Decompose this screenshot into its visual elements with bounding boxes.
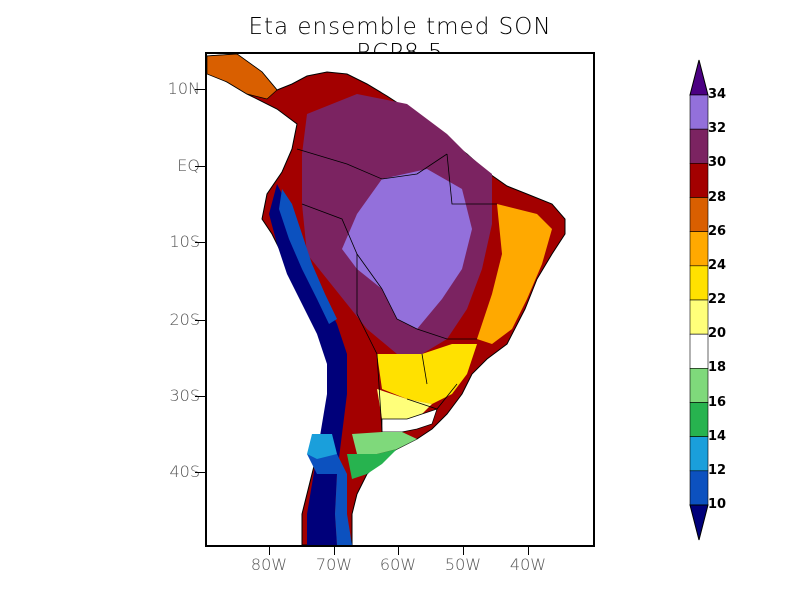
lat-label-30s: 30S (169, 386, 200, 405)
colorbar-label: 28 (708, 189, 727, 205)
lat-label-10s: 10S (169, 232, 200, 251)
lat-label-20s: 20S (169, 310, 200, 329)
lat-tick (195, 396, 205, 397)
lon-label-70w: 70W (315, 555, 353, 574)
lat-tick (195, 472, 205, 473)
colorbar-label: 12 (708, 462, 727, 478)
colorbar-bin (689, 94, 709, 130)
lon-label-40w: 40W (509, 555, 547, 574)
colorbar-over-triangle (689, 59, 709, 96)
colorbar-bin (689, 231, 709, 267)
colorbar-label: 26 (708, 223, 727, 239)
colorbar-bin (689, 436, 709, 472)
lon-tick (334, 547, 335, 555)
colorbar-label: 20 (708, 326, 727, 342)
lat-label-40s: 40S (169, 462, 200, 481)
patagonia-blue (307, 454, 352, 545)
colorbar-bin (689, 402, 709, 437)
colorbar-bin (689, 368, 709, 403)
lat-label-eq: EQ (177, 156, 200, 175)
lon-tick (398, 547, 399, 555)
central-america (207, 54, 278, 100)
region-22-24 (377, 344, 477, 404)
region-16-18 (352, 432, 417, 454)
region-24-28-ne (477, 204, 552, 344)
colorbar (689, 59, 709, 541)
colorbar-bin (689, 265, 709, 301)
lat-label-10n: 10N (167, 79, 200, 98)
colorbar-label: 16 (708, 394, 727, 410)
colorbar-label: 14 (708, 428, 727, 444)
colorbar-label: 24 (708, 257, 727, 273)
region-32-34 (342, 169, 472, 329)
colorbar-label: 22 (708, 292, 727, 307)
colorbar-label: 34 (708, 87, 727, 102)
lat-tick (195, 89, 205, 90)
lon-label-50w: 50W (444, 555, 482, 574)
colorbar-bin (689, 470, 709, 506)
colorbar-label: 10 (708, 497, 727, 512)
map-panel (205, 52, 595, 547)
lon-label-60w: 60W (379, 555, 417, 574)
lon-tick (463, 547, 464, 555)
colorbar-bin (689, 333, 709, 369)
colorbar-label: 32 (708, 121, 727, 137)
lon-tick (269, 547, 270, 555)
region-14-16 (347, 449, 397, 479)
lon-label-80w: 80W (250, 555, 288, 574)
country-borders (296, 148, 497, 433)
colorbar-bin (689, 163, 709, 198)
region-20-22 (377, 389, 432, 419)
colorbar-under-triangle (689, 504, 709, 541)
colorbar-bin (689, 299, 709, 335)
colorbar-label: 18 (708, 360, 727, 376)
temperature-map (207, 54, 593, 545)
andes-mid-strip (279, 189, 337, 324)
lat-tick (195, 166, 205, 167)
patagonia-cyan (307, 434, 337, 459)
colorbar-bin (689, 128, 709, 164)
colorbar-label: 30 (708, 155, 727, 171)
lat-tick (195, 242, 205, 243)
colorbar-bin (689, 197, 709, 232)
lat-tick (195, 320, 205, 321)
lon-tick (528, 547, 529, 555)
